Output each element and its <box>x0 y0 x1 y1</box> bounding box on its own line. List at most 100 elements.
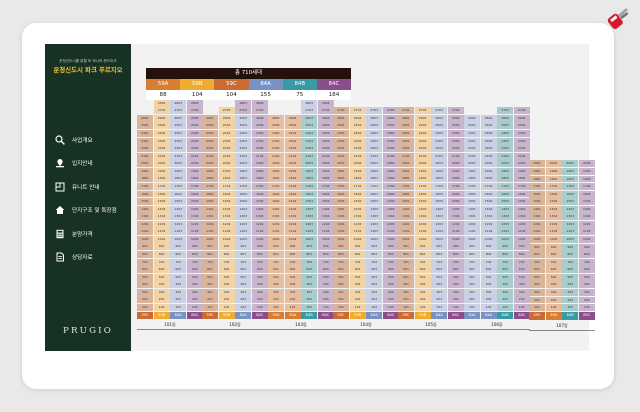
unit-cell[interactable]: 601 <box>333 266 349 274</box>
unit-cell[interactable]: 804 <box>186 251 203 258</box>
unit-cell[interactable]: 204 <box>317 296 334 304</box>
unit-cell[interactable]: 2103 <box>235 152 252 160</box>
unit-cell[interactable]: 1702 <box>349 182 366 190</box>
unit-cell[interactable]: 1504 <box>317 198 334 206</box>
unit-cell[interactable]: 1704 <box>251 182 268 190</box>
unit-cell[interactable]: 202 <box>414 296 431 304</box>
unit-cell[interactable]: 1901 <box>268 167 284 175</box>
unit-cell[interactable]: 1504 <box>186 198 203 206</box>
unit-cell[interactable]: 2503 <box>235 122 252 130</box>
unit-cell[interactable]: 404 <box>317 281 334 289</box>
unit-cell[interactable]: 101 <box>202 303 218 311</box>
unit-cell[interactable]: 1704 <box>186 182 203 190</box>
unit-cell[interactable]: 1304 <box>513 213 530 221</box>
unit-cell[interactable]: 1603 <box>235 190 252 198</box>
unit-cell[interactable]: 703 <box>431 258 448 266</box>
unit-cell[interactable]: 1901 <box>202 167 218 175</box>
unit-cell[interactable]: 1004 <box>186 235 203 243</box>
unit-cell[interactable]: 504 <box>317 273 334 281</box>
unit-cell[interactable]: 1701 <box>202 182 218 190</box>
unit-cell[interactable]: 303 <box>366 288 383 296</box>
unit-cell[interactable]: 2302 <box>414 137 431 145</box>
unit-cell[interactable]: 202 <box>545 296 562 304</box>
unit-cell[interactable]: 1601 <box>398 190 414 198</box>
unit-cell[interactable]: 704 <box>186 258 203 266</box>
unit-cell[interactable]: 2402 <box>284 130 301 137</box>
unit-cell[interactable]: 2103 <box>431 152 448 160</box>
unit-cell[interactable]: 2004 <box>382 160 399 168</box>
unit-cell[interactable]: 2203 <box>431 145 448 153</box>
unit-cell[interactable]: 301 <box>137 288 153 296</box>
unit-cell[interactable]: 701 <box>137 258 153 266</box>
unit-cell[interactable]: 202 <box>218 296 235 304</box>
unit-cell[interactable]: 201 <box>333 296 349 304</box>
unit-cell[interactable]: 1304 <box>186 213 203 221</box>
unit-cell[interactable]: 1302 <box>284 213 301 221</box>
unit-cell[interactable]: 2502 <box>349 122 366 130</box>
unit-cell[interactable]: 1804 <box>382 175 399 183</box>
unit-cell[interactable]: 1104 <box>382 228 399 236</box>
unit-cell[interactable]: 2503 <box>170 122 187 130</box>
unit-cell[interactable]: 1001 <box>333 235 349 243</box>
unit-cell[interactable]: 302 <box>218 288 235 296</box>
unit-cell[interactable]: 2104 <box>513 152 530 160</box>
unit-cell[interactable]: 801 <box>202 251 218 258</box>
unit-cell[interactable]: 1904 <box>382 167 399 175</box>
unit-cell[interactable]: 1902 <box>545 167 562 175</box>
unit-cell[interactable]: 2101 <box>202 152 218 160</box>
unit-cell[interactable]: 1501 <box>529 198 545 206</box>
unit-cell[interactable]: 701 <box>464 258 480 266</box>
unit-cell[interactable]: 1804 <box>513 175 530 183</box>
unit-cell[interactable]: 2804 <box>251 99 268 107</box>
unit-cell[interactable]: 603 <box>366 266 383 274</box>
unit-cell[interactable]: 1401 <box>398 205 414 213</box>
unit-cell[interactable]: 903 <box>170 243 187 251</box>
unit-cell[interactable]: 2204 <box>447 145 464 153</box>
unit-cell[interactable]: 1404 <box>382 205 399 213</box>
unit-cell[interactable]: 2302 <box>153 137 170 145</box>
unit-cell[interactable]: 403 <box>301 281 318 289</box>
unit-cell[interactable]: 2003 <box>562 160 579 168</box>
unit-cell[interactable]: 2004 <box>186 160 203 168</box>
unit-cell[interactable]: 101 <box>398 303 414 311</box>
unit-cell[interactable]: 401 <box>137 281 153 289</box>
unit-cell[interactable]: 404 <box>382 281 399 289</box>
unit-cell[interactable]: 301 <box>398 288 414 296</box>
menu-item-1[interactable]: 사업개요 <box>55 128 131 152</box>
unit-cell[interactable]: 1004 <box>382 235 399 243</box>
unit-cell[interactable]: 703 <box>366 258 383 266</box>
unit-cell[interactable]: 903 <box>497 243 514 251</box>
unit-cell[interactable]: 1904 <box>317 167 334 175</box>
unit-cell[interactable]: 1702 <box>284 182 301 190</box>
unit-cell[interactable]: 2503 <box>431 122 448 130</box>
unit-cell[interactable]: 2304 <box>382 137 399 145</box>
unit-cell[interactable]: 2103 <box>366 152 383 160</box>
unit-cell[interactable]: 1801 <box>333 175 349 183</box>
unit-cell[interactable]: 2104 <box>447 152 464 160</box>
unit-cell[interactable]: 802 <box>284 251 301 258</box>
unit-cell[interactable]: 2501 <box>333 122 349 130</box>
unit-cell[interactable]: 1103 <box>366 228 383 236</box>
unit-cell[interactable]: 2401 <box>268 130 284 137</box>
unit-cell[interactable]: 104 <box>317 303 334 311</box>
unit-cell[interactable]: 2304 <box>186 137 203 145</box>
unit-cell[interactable]: 1301 <box>398 213 414 221</box>
unit-cell[interactable]: 701 <box>333 258 349 266</box>
unit-cell[interactable]: 803 <box>366 251 383 258</box>
unit-cell[interactable]: 602 <box>545 266 562 274</box>
unit-cell[interactable]: 1404 <box>578 205 595 213</box>
unit-cell[interactable]: 704 <box>382 258 399 266</box>
unit-cell[interactable]: 1701 <box>464 182 480 190</box>
unit-cell[interactable]: 2803 <box>170 99 187 107</box>
unit-cell[interactable]: 903 <box>562 243 579 251</box>
unit-cell[interactable]: 1004 <box>317 235 334 243</box>
menu-item-4[interactable]: 단지구조 및 특장점 <box>55 199 131 223</box>
unit-cell[interactable]: 502 <box>545 273 562 281</box>
unit-cell[interactable]: 802 <box>153 251 170 258</box>
unit-cell[interactable]: 2402 <box>480 130 497 137</box>
unit-cell[interactable]: 403 <box>431 281 448 289</box>
unit-cell[interactable]: 1203 <box>497 220 514 228</box>
unit-cell[interactable]: 501 <box>137 273 153 281</box>
unit-cell[interactable]: 1003 <box>235 235 252 243</box>
unit-cell[interactable]: 903 <box>235 243 252 251</box>
